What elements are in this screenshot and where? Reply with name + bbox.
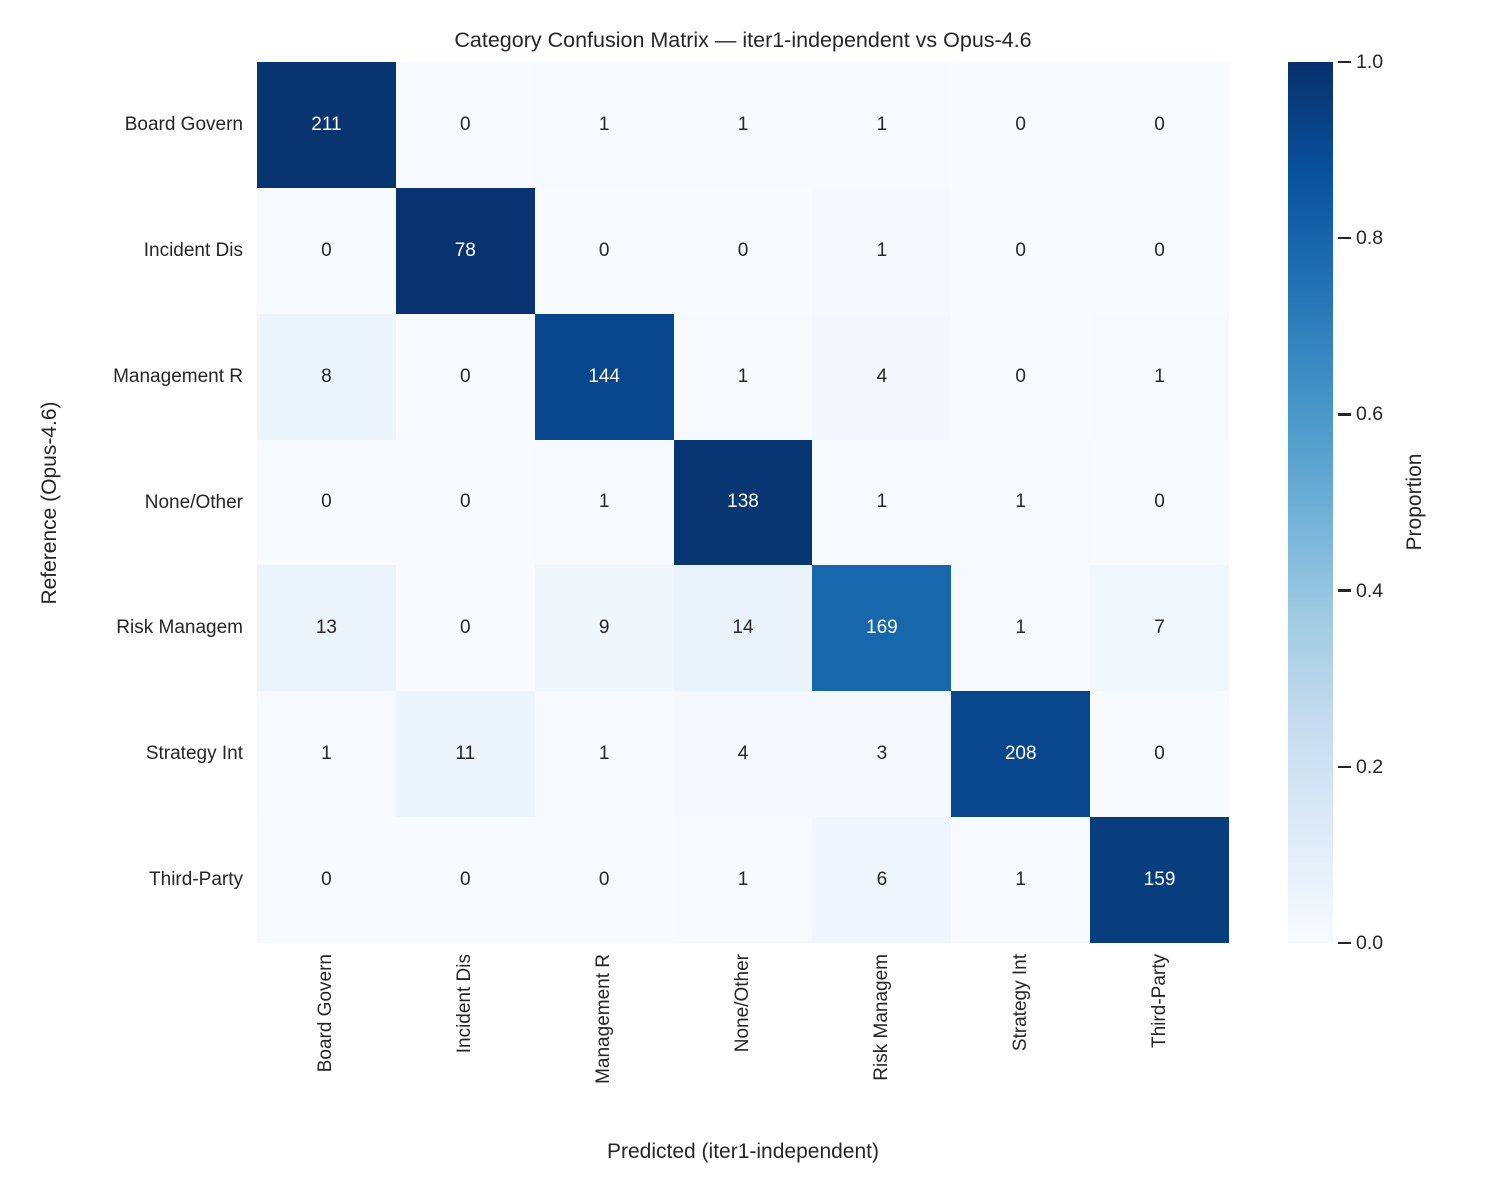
x-axis-title: Predicted (iter1-independent) <box>607 1140 879 1163</box>
matrix-cell: 1 <box>673 62 813 188</box>
matrix-cell: 9 <box>534 565 674 692</box>
matrix-cell: 0 <box>395 565 535 692</box>
matrix-cell: 1 <box>534 62 674 188</box>
colorbar-tick-label: 1.0 <box>1356 51 1384 73</box>
colorbar-tick-label: 0.2 <box>1356 755 1384 778</box>
matrix-cell: 1 <box>812 439 952 566</box>
matrix-cell: 169 <box>812 565 952 692</box>
matrix-cell: 0 <box>395 62 535 188</box>
colorbar-tick-mark <box>1338 941 1351 945</box>
matrix-cell: 1 <box>951 565 1091 692</box>
y-tick-label: Risk Managem <box>116 617 243 639</box>
matrix-cell: 1 <box>951 817 1091 943</box>
matrix-cell: 0 <box>1090 439 1229 566</box>
matrix-cell: 0 <box>257 817 396 943</box>
heatmap-grid: 211 0 1 1 1 0 0 0 78 0 0 1 0 0 8 0 144 1 4 0 1 0 0 1 138 1 1 0 13 0 9 1… <box>257 62 1229 943</box>
matrix-cell: 78 <box>395 187 535 314</box>
matrix-cell: 0 <box>1090 691 1229 818</box>
y-tick-label: Board Govern <box>124 113 243 135</box>
matrix-cell: 0 <box>534 817 674 943</box>
matrix-cell: 211 <box>257 62 396 188</box>
y-tick-label: Third-Party <box>149 869 243 891</box>
matrix-cell: 0 <box>257 439 396 566</box>
matrix-cell: 3 <box>812 691 952 818</box>
matrix-cell: 0 <box>257 187 396 314</box>
matrix-cell: 0 <box>395 817 535 943</box>
matrix-cell: 0 <box>673 187 813 314</box>
matrix-cell: 0 <box>951 62 1091 188</box>
colorbar-tick-label: 0.8 <box>1356 227 1384 250</box>
colorbar-tick-mark <box>1338 236 1351 240</box>
matrix-cell: 4 <box>812 313 952 440</box>
colorbar-tick-mark <box>1338 413 1351 416</box>
matrix-cell: 0 <box>395 439 535 566</box>
colorbar-tick-label: 0.4 <box>1356 579 1384 602</box>
colorbar-tick-label: 0.0 <box>1356 932 1384 954</box>
matrix-cell: 0 <box>951 187 1091 314</box>
matrix-cell: 208 <box>951 691 1091 818</box>
matrix-cell: 4 <box>673 691 813 818</box>
chart-title: Category Confusion Matrix — iter1-indepe… <box>454 28 1032 52</box>
matrix-cell: 159 <box>1090 817 1229 943</box>
matrix-cell: 144 <box>534 313 674 440</box>
matrix-cell: 7 <box>1090 565 1229 692</box>
matrix-cell: 11 <box>395 691 535 818</box>
y-tick-label: None/Other <box>144 491 243 513</box>
matrix-cell: 0 <box>1090 62 1229 188</box>
colorbar-gradient <box>1288 62 1333 943</box>
colorbar-tick-label: 0.6 <box>1356 403 1384 426</box>
matrix-cell: 1 <box>534 439 674 566</box>
matrix-cell: 138 <box>673 439 813 566</box>
matrix-cell: 6 <box>812 817 952 943</box>
colorbar-title: Proportion <box>1403 453 1426 551</box>
colorbar-tick-mark <box>1338 589 1351 592</box>
matrix-cell: 1 <box>812 62 952 188</box>
matrix-cell: 1 <box>673 313 813 440</box>
matrix-cell: 0 <box>395 313 535 440</box>
matrix-cell: 0 <box>534 187 674 314</box>
matrix-cell: 13 <box>257 565 396 692</box>
matrix-cell: 0 <box>951 313 1091 440</box>
matrix-cell: 1 <box>1090 313 1229 440</box>
matrix-cell: 8 <box>257 313 396 440</box>
colorbar-tick-mark <box>1338 60 1351 64</box>
matrix-cell: 1 <box>951 439 1091 566</box>
y-tick-label: Strategy Int <box>145 743 243 765</box>
y-tick-label: Management R <box>113 365 243 387</box>
matrix-cell: 0 <box>1090 187 1229 314</box>
matrix-cell: 1 <box>812 187 952 314</box>
matrix-cell: 1 <box>534 691 674 818</box>
matrix-cell: 14 <box>673 565 813 692</box>
colorbar-tick-mark <box>1338 765 1351 769</box>
matrix-cell: 1 <box>257 691 396 818</box>
y-axis-title: Reference (Opus-4.6) <box>38 401 61 605</box>
y-tick-label: Incident Dis <box>143 239 243 261</box>
matrix-cell: 1 <box>673 817 813 943</box>
